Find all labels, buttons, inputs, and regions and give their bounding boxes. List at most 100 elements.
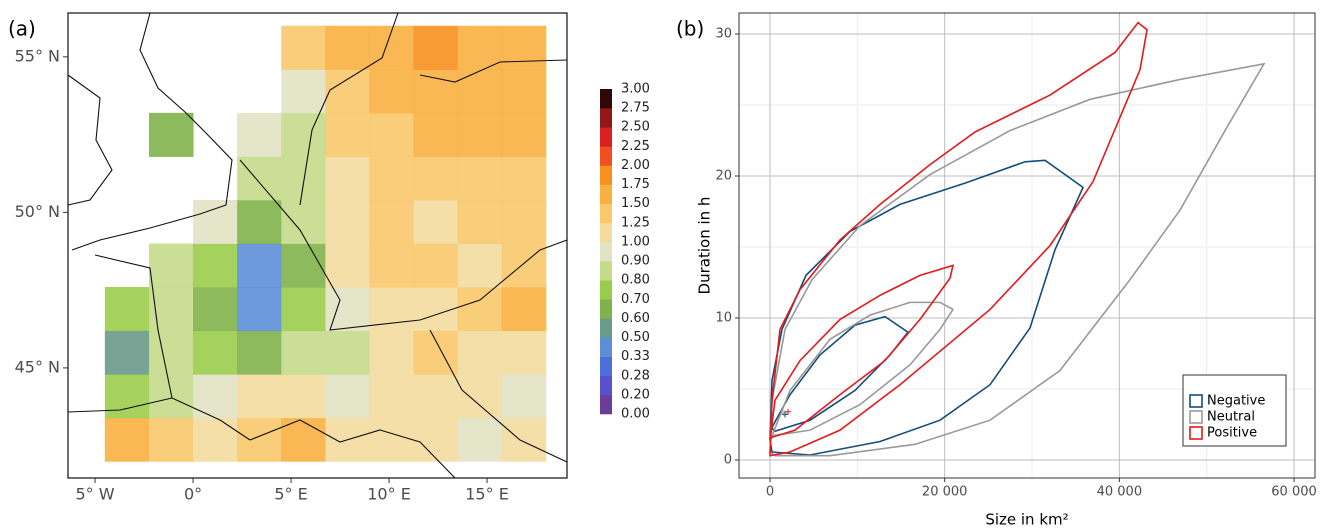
colorbar-bin — [600, 375, 612, 396]
colorbar-bin — [600, 203, 612, 224]
colorbar-bin — [600, 241, 612, 262]
plot-frame — [67, 12, 568, 479]
heat-cell — [501, 287, 547, 332]
heat-cell — [281, 199, 326, 244]
heat-cell — [369, 112, 415, 157]
coastline — [299, 12, 399, 206]
colorbar-bin — [600, 165, 612, 185]
colorbar-bin — [600, 108, 612, 128]
y-tick-label: 50° N — [15, 202, 60, 221]
colorbar-label: 0.70 — [621, 292, 650, 307]
colorbar-label: 0.20 — [621, 387, 650, 402]
heat-cell — [193, 287, 238, 332]
heat-cell — [104, 330, 150, 375]
colorbar-label: 1.75 — [621, 177, 650, 192]
heat-cell — [325, 330, 370, 375]
heat-cell — [369, 287, 415, 332]
heat-cell — [413, 156, 459, 201]
legend-label: Negative — [1207, 394, 1265, 409]
colorbar-label: 1.50 — [621, 196, 650, 211]
y-tick-label: 55° N — [15, 46, 60, 65]
heat-cell — [457, 156, 503, 201]
heat-cell — [501, 330, 547, 375]
heat-cell — [193, 243, 238, 288]
contour-line — [769, 159, 1085, 456]
heat-cell — [501, 25, 547, 70]
heat-cell — [501, 69, 547, 114]
heat-cell — [104, 374, 150, 419]
center-marker — [782, 411, 789, 418]
colorbar-label: 2.50 — [621, 120, 650, 135]
y-tick-label: 20 — [715, 168, 732, 183]
heat-cell — [325, 69, 370, 114]
heat-cell — [193, 330, 238, 375]
heat-cell — [457, 243, 503, 288]
border — [171, 397, 251, 441]
colorbar-label: 3.00 — [621, 82, 650, 97]
heat-cell — [369, 243, 415, 288]
heat-cell — [369, 417, 415, 462]
heat-cell — [237, 417, 282, 462]
heat-cell — [281, 69, 326, 114]
plot-frame — [738, 12, 1316, 479]
legend-swatch — [1189, 410, 1203, 424]
coastline — [249, 419, 456, 479]
heat-cell — [369, 374, 415, 419]
legend-label: Positive — [1207, 426, 1257, 441]
heat-cell — [457, 69, 503, 114]
colorbar-label: 2.75 — [621, 101, 650, 116]
panel-label: (a) — [8, 17, 36, 41]
x-tick-label: 10° E — [367, 485, 411, 504]
heat-cell — [501, 199, 547, 244]
heat-cell — [281, 330, 326, 375]
colorbar-label: 1.00 — [621, 234, 650, 249]
colorbar-label: 0.28 — [621, 368, 650, 383]
coastline — [67, 254, 173, 413]
heat-cell — [413, 243, 459, 288]
x-tick-label: 15° E — [465, 485, 509, 504]
colorbar-bin — [600, 280, 612, 300]
heat-cell — [237, 374, 282, 419]
heat-cell — [281, 243, 326, 288]
colorbar-bin — [600, 394, 612, 415]
heat-cell — [193, 417, 238, 462]
x-tick-label: 20 000 — [922, 485, 968, 500]
heat-cell — [237, 243, 282, 288]
heat-cell — [237, 287, 282, 332]
heat-cell — [325, 243, 370, 288]
contour-line — [769, 264, 955, 441]
legend-swatch — [1189, 426, 1203, 440]
x-tick-label: 0 — [766, 485, 774, 500]
colorbar-label: 0.33 — [621, 349, 650, 364]
colorbar-bin — [600, 146, 612, 166]
x-tick-label: 60 000 — [1271, 485, 1317, 500]
heat-cell — [369, 330, 415, 375]
heat-cell — [413, 374, 459, 419]
heat-cell — [281, 156, 326, 201]
heat-cell — [457, 25, 503, 70]
heat-cell — [369, 156, 415, 201]
heat-cell — [369, 69, 415, 114]
heat-cell — [281, 374, 326, 419]
center-marker — [780, 410, 787, 417]
heat-cell — [413, 417, 459, 462]
heat-cell — [501, 374, 547, 419]
heat-cell — [413, 199, 459, 244]
heat-cell — [325, 287, 370, 332]
colorbar-label: 0.00 — [621, 407, 650, 422]
y-tick-label: 45° N — [15, 357, 60, 376]
heat-cell — [369, 25, 415, 70]
colorbar-bin — [600, 299, 612, 319]
colorbar-label: 0.50 — [621, 330, 650, 345]
panel-label: (b) — [676, 17, 704, 41]
heat-cell — [237, 199, 282, 244]
coastline — [67, 74, 113, 206]
legend-label: Neutral — [1207, 410, 1255, 425]
heat-cell — [457, 199, 503, 244]
colorbar-label: 2.25 — [621, 139, 650, 154]
heat-cell — [325, 156, 370, 201]
heat-cell — [237, 330, 282, 375]
colorbar-bin — [600, 127, 612, 147]
border — [239, 159, 568, 331]
y-tick-label: 30 — [715, 27, 732, 42]
